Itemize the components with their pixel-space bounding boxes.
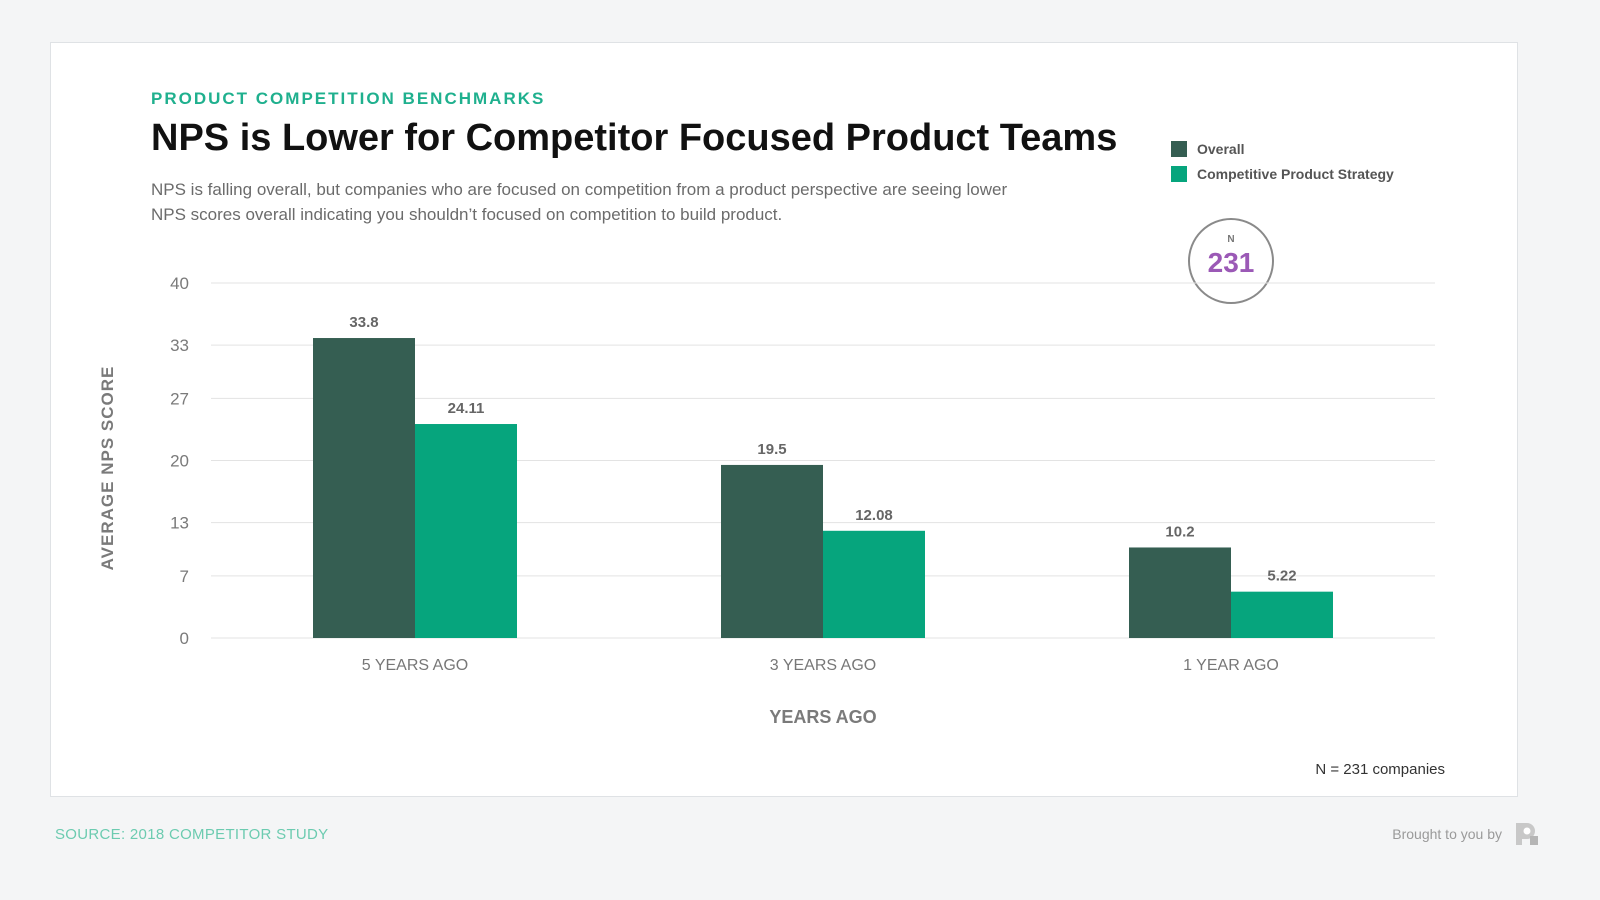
y-tick-label: 40 <box>170 274 189 293</box>
y-tick-label: 33 <box>170 336 189 355</box>
chart-card: PRODUCT COMPETITION BENCHMARKS NPS is Lo… <box>50 42 1518 797</box>
bar <box>721 464 823 638</box>
sample-size-footnote: N = 231 companies <box>1315 761 1445 778</box>
bar-value-label: 19.5 <box>757 441 786 458</box>
legend-label-overall: Overall <box>1197 140 1245 157</box>
x-axis-title: YEARS AGO <box>769 707 876 727</box>
sample-size-badge-value: 231 <box>1207 247 1255 278</box>
bar-value-label: 33.8 <box>349 314 378 331</box>
bar-value-label: 24.11 <box>448 400 485 417</box>
brand-logo-icon <box>1516 823 1538 845</box>
sample-size-badge: N 231 <box>1188 218 1274 304</box>
legend-label-competitive: Competitive Product Strategy <box>1197 165 1394 182</box>
x-tick-label: 3 YEARS AGO <box>770 657 876 674</box>
chart-title: NPS is Lower for Competitor Focused Prod… <box>151 117 1118 159</box>
brought-to-you-by: Brought to you by <box>1392 820 1540 848</box>
legend-item-competitive: Competitive Product Strategy <box>1171 161 1394 186</box>
source-note: SOURCE: 2018 COMPETITOR STUDY <box>55 826 329 843</box>
y-tick-label: 20 <box>170 452 189 471</box>
y-tick-label: 0 <box>180 629 189 648</box>
legend-item-overall: Overall <box>1171 136 1394 161</box>
bar-value-label: 12.08 <box>855 507 893 524</box>
bar <box>415 424 517 638</box>
bar <box>1129 547 1231 638</box>
legend-swatch-competitive <box>1171 165 1187 182</box>
legend-swatch-overall <box>1171 140 1187 157</box>
sample-size-badge-label: N <box>1227 234 1235 245</box>
y-tick-label: 27 <box>170 389 189 408</box>
bar-value-label: 10.2 <box>1165 523 1194 540</box>
bar <box>823 530 925 638</box>
y-tick-label: 7 <box>180 567 189 586</box>
bar <box>1231 591 1333 638</box>
y-tick-label: 13 <box>170 514 189 533</box>
chart-legend: Overall Competitive Product Strategy <box>1171 136 1394 186</box>
brought-to-you-by-label: Brought to you by <box>1392 826 1502 842</box>
x-tick-label: 1 YEAR AGO <box>1183 657 1279 674</box>
bar-value-label: 5.22 <box>1267 568 1296 585</box>
x-tick-label: 5 YEARS AGO <box>362 657 468 674</box>
bar-chart: 0 7 13 20 27 33 40 33.8 24.11 5 YEARS AGO 19.5 12.0… <box>98 274 1435 727</box>
chart-subtitle: NPS is falling overall, but companies wh… <box>151 180 1008 224</box>
bar <box>313 338 415 638</box>
y-axis-title: AVERAGE NPS SCORE <box>98 366 117 571</box>
chart-eyebrow: PRODUCT COMPETITION BENCHMARKS <box>151 89 546 108</box>
